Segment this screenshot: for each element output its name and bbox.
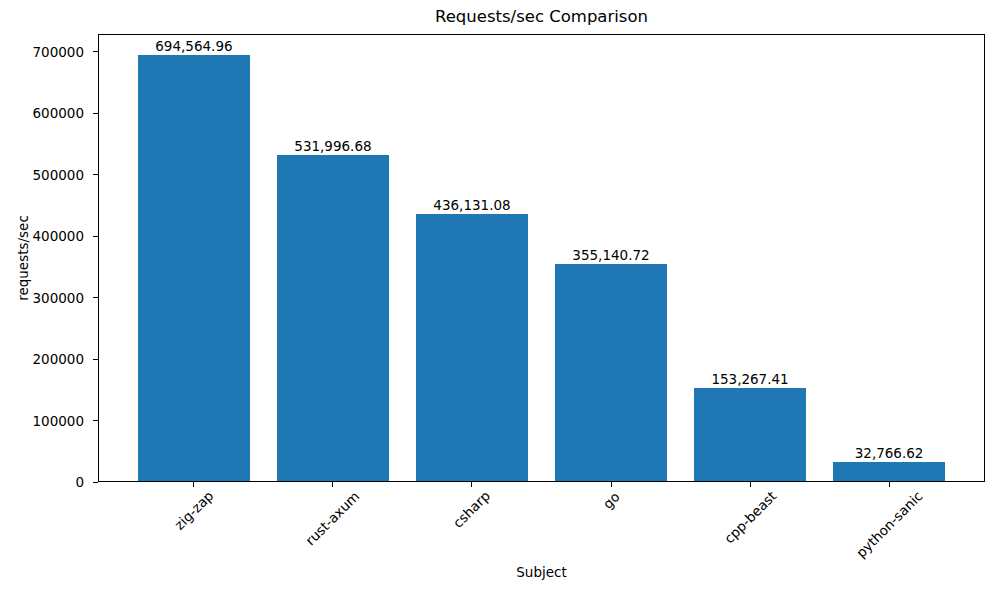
x-tick-mark (750, 482, 751, 487)
bar-chart-figure: Requests/sec Comparison requests/sec Sub… (0, 0, 1000, 600)
x-tick-mark (332, 482, 333, 487)
y-tick-label: 600000 (0, 105, 84, 121)
x-tick-mark (471, 482, 472, 487)
bar (138, 55, 249, 482)
y-tick-label: 700000 (0, 44, 84, 60)
bar-value-label: 531,996.68 (258, 139, 408, 154)
x-tick-label: zig-zap (171, 488, 217, 534)
y-tick-label: 300000 (0, 290, 84, 306)
bar (833, 462, 944, 482)
y-tick-mark (93, 359, 98, 360)
y-tick-mark (93, 420, 98, 421)
bar-value-label: 32,766.62 (814, 446, 964, 461)
x-tick-label: cpp-beast (720, 488, 779, 547)
x-axis-label: Subject (98, 564, 985, 580)
y-tick-label: 200000 (0, 351, 84, 367)
x-tick-label: python-sanic (852, 488, 926, 562)
chart-title: Requests/sec Comparison (98, 7, 985, 27)
y-tick-mark (93, 51, 98, 52)
y-tick-mark (93, 482, 98, 483)
y-tick-label: 100000 (0, 413, 84, 429)
y-tick-mark (93, 236, 98, 237)
y-tick-mark (93, 174, 98, 175)
bar-value-label: 153,267.41 (675, 372, 825, 387)
y-tick-mark (93, 113, 98, 114)
y-tick-label: 0 (0, 474, 84, 490)
bar-value-label: 355,140.72 (536, 248, 686, 263)
y-tick-mark (93, 297, 98, 298)
x-tick-mark (611, 482, 612, 487)
bar (694, 388, 805, 482)
x-tick-label: go (599, 488, 623, 512)
x-tick-label: csharp (450, 488, 494, 532)
bar-value-label: 436,131.08 (397, 198, 547, 213)
y-tick-label: 400000 (0, 228, 84, 244)
y-tick-label: 500000 (0, 167, 84, 183)
bar (416, 214, 527, 482)
x-tick-label: rust-axum (303, 488, 364, 549)
bar (555, 264, 666, 482)
x-tick-mark (889, 482, 890, 487)
bar (277, 155, 388, 482)
x-tick-mark (193, 482, 194, 487)
bar-value-label: 694,564.96 (119, 39, 269, 54)
